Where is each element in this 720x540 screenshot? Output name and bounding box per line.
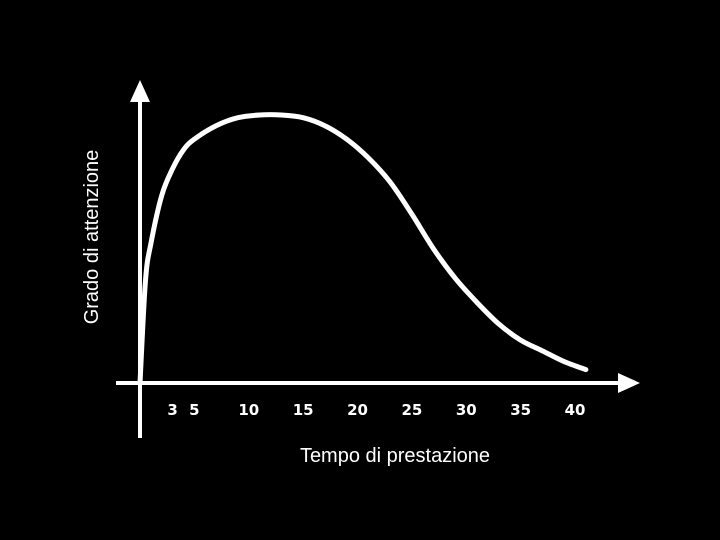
x-tick-label: 40 xyxy=(565,401,586,419)
x-tick-label: 15 xyxy=(293,401,314,419)
x-tick-label: 25 xyxy=(401,401,422,419)
x-tick-label: 35 xyxy=(510,401,531,419)
x-axis-title: Tempo di prestazione xyxy=(300,445,490,467)
x-tick-labels: 3 5 10 15 20 25 30 35 40 xyxy=(167,401,585,419)
axes xyxy=(116,80,640,438)
x-tick-label: 30 xyxy=(456,401,477,419)
x-tick-label: 20 xyxy=(347,401,368,419)
x-tick-label: 5 xyxy=(189,401,199,419)
attention-curve xyxy=(137,112,589,386)
y-axis-arrowhead xyxy=(130,80,150,102)
y-axis-title: Grado di attenzione xyxy=(81,150,103,325)
x-tick-label: 10 xyxy=(238,401,259,419)
x-tick-label: 3 xyxy=(167,401,177,419)
x-axis-arrowhead xyxy=(618,373,640,393)
